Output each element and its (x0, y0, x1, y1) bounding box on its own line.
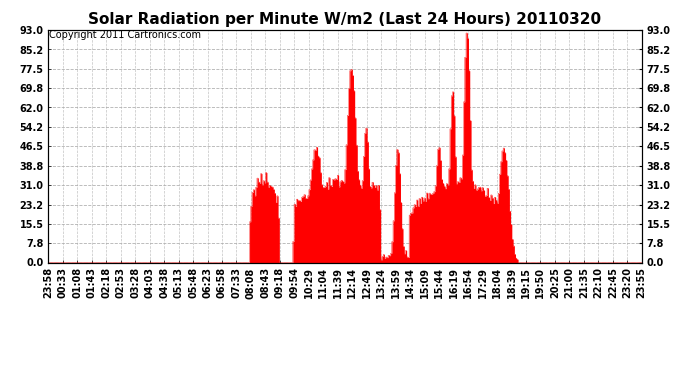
Text: Copyright 2011 Cartronics.com: Copyright 2011 Cartronics.com (50, 30, 201, 40)
Title: Solar Radiation per Minute W/m2 (Last 24 Hours) 20110320: Solar Radiation per Minute W/m2 (Last 24… (88, 12, 602, 27)
